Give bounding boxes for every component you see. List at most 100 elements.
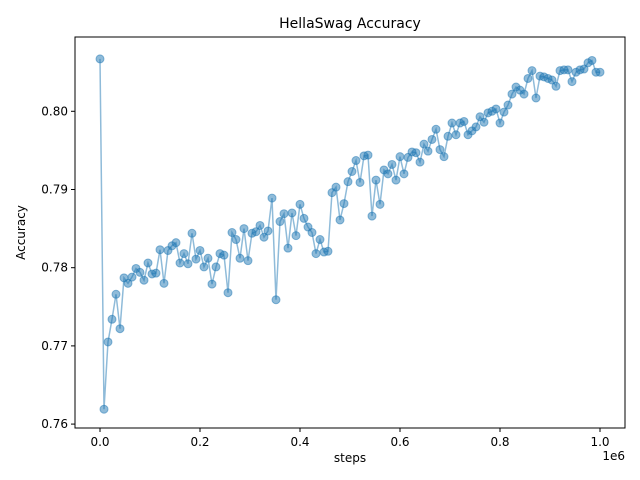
data-point <box>439 152 449 162</box>
chart-title: HellaSwag Accuracy <box>279 16 421 32</box>
data-point <box>523 73 533 83</box>
data-point <box>367 211 377 221</box>
data-point <box>211 262 221 272</box>
x-tick-label: 0.6 <box>390 435 409 449</box>
data-point <box>283 243 293 253</box>
data-point <box>171 238 181 248</box>
data-point <box>159 278 169 288</box>
data-point <box>151 268 161 278</box>
data-point <box>191 254 201 264</box>
data-point <box>415 157 425 167</box>
data-point <box>395 152 405 162</box>
data-point <box>527 66 537 76</box>
y-tick-label: 0.79 <box>41 182 68 196</box>
x-axis-label: steps <box>334 451 366 465</box>
data-point <box>307 228 317 237</box>
data-point <box>387 159 397 169</box>
plot-area <box>95 54 605 414</box>
data-point <box>99 404 109 414</box>
data-point <box>127 272 137 282</box>
data-point <box>411 148 421 158</box>
data-point <box>339 199 349 209</box>
data-point <box>343 177 353 187</box>
x-tick-label: 0.8 <box>490 435 509 449</box>
data-point <box>235 253 245 263</box>
data-point <box>587 55 597 65</box>
data-point <box>531 93 541 103</box>
data-point <box>347 167 357 176</box>
data-point <box>107 314 117 324</box>
data-point <box>315 235 325 245</box>
data-point <box>231 235 241 245</box>
data-point <box>279 209 289 219</box>
data-point <box>427 134 437 144</box>
data-point <box>355 177 365 187</box>
data-point <box>495 118 505 128</box>
data-point <box>123 278 133 288</box>
x-tick-label: 0.2 <box>190 435 209 449</box>
data-point <box>363 150 373 160</box>
x-axis-offset-label: 1e6 <box>602 449 625 463</box>
data-point <box>595 67 605 77</box>
data-point <box>423 146 433 156</box>
y-tick-label: 0.80 <box>41 104 68 118</box>
data-point <box>435 145 445 155</box>
data-point <box>275 217 285 227</box>
data-point <box>331 182 341 192</box>
data-point <box>391 175 401 185</box>
data-point <box>383 169 393 179</box>
data-point <box>271 295 281 305</box>
data-point <box>311 249 321 259</box>
y-tick-label: 0.78 <box>41 261 68 275</box>
data-point <box>375 199 385 209</box>
data-point <box>239 224 249 234</box>
data-point <box>323 246 333 256</box>
data-point <box>519 89 529 99</box>
data-point <box>299 213 309 223</box>
data-point <box>95 54 105 64</box>
data-point <box>195 245 205 255</box>
data-point <box>335 215 345 225</box>
data-point <box>199 262 209 272</box>
axes-frame <box>74 36 626 429</box>
data-point <box>563 65 573 75</box>
data-point <box>479 117 489 127</box>
y-tick-label: 0.76 <box>41 417 68 431</box>
data-point <box>223 288 233 298</box>
data-point <box>263 226 273 236</box>
data-point <box>351 156 361 166</box>
data-point <box>103 337 113 347</box>
data-point <box>267 193 277 203</box>
data-point <box>291 231 301 241</box>
x-axis-ticks: 0.0 0.2 0.4 0.6 0.8 1.0 <box>90 428 610 449</box>
data-point <box>491 104 501 114</box>
data-point <box>175 258 185 268</box>
x-tick-label: 1.0 <box>590 435 609 449</box>
data-point <box>139 275 149 285</box>
data-point <box>419 139 429 149</box>
x-tick-label: 0.0 <box>90 435 109 449</box>
data-point <box>179 249 189 259</box>
data-point <box>547 75 557 85</box>
data-point <box>135 267 145 277</box>
data-point <box>371 175 381 185</box>
data-point <box>507 89 517 99</box>
data-point <box>431 124 441 134</box>
data-point <box>155 245 165 255</box>
data-point <box>251 227 261 237</box>
data-point <box>567 77 577 87</box>
data-point <box>399 169 409 179</box>
data-point <box>187 228 197 238</box>
data-point <box>443 131 453 141</box>
y-axis-label: Accuracy <box>14 205 28 260</box>
data-point <box>451 130 461 140</box>
data-point <box>219 250 229 260</box>
data-point <box>227 228 237 237</box>
x-tick-label: 0.4 <box>290 435 309 449</box>
data-point <box>579 64 589 74</box>
data-point <box>243 256 253 266</box>
data-point <box>115 324 125 334</box>
y-tick-label: 0.77 <box>41 339 68 353</box>
data-point <box>183 259 193 269</box>
